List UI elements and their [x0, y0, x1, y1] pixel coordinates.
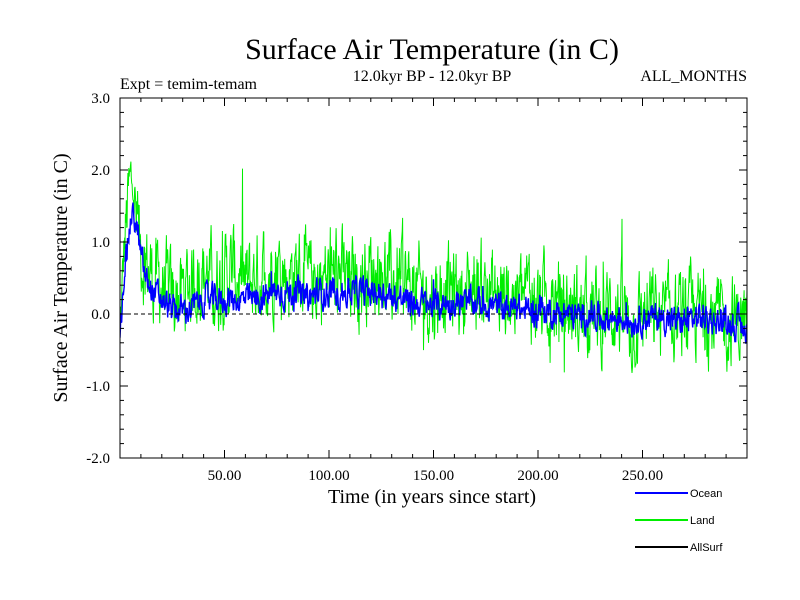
chart-subtitle-center: 12.0kyr BP - 12.0kyr BP	[353, 68, 512, 85]
x-tick-label: 250.00	[622, 468, 663, 484]
legend-item-allsurf: AllSurf	[635, 542, 723, 554]
chart-subtitle-right: ALL_MONTHS	[640, 68, 747, 85]
legend-label: Ocean	[690, 488, 722, 500]
y-axis-label: Surface Air Temperature (in C)	[50, 153, 72, 402]
series-line-ocean	[120, 202, 747, 344]
x-tick-label: 50.00	[208, 468, 242, 484]
chart-subtitle-left: Expt = temim-temam	[120, 76, 258, 93]
y-tick-label: 0.0	[91, 307, 110, 323]
x-axis-label: Time (in years since start)	[328, 486, 536, 508]
series-layer	[120, 161, 747, 373]
y-tick-label: -1.0	[86, 379, 110, 395]
y-tick-label: -2.0	[86, 451, 110, 467]
series-line-land	[120, 161, 747, 373]
legend: Ocean Land AllSurf	[635, 488, 723, 554]
chart-title: Surface Air Temperature (in C)	[245, 33, 619, 66]
legend-label: Land	[690, 515, 714, 527]
x-tick-label: 200.00	[517, 468, 558, 484]
legend-label: AllSurf	[690, 542, 723, 554]
x-tick-label: 100.00	[308, 468, 349, 484]
legend-item-land: Land	[635, 515, 714, 527]
x-tick-label: 150.00	[413, 468, 454, 484]
x-axis-ticks: 50.00 100.00 150.00 200.00 250.00	[140, 98, 727, 484]
legend-item-ocean: Ocean	[635, 488, 722, 500]
y-tick-label: 2.0	[91, 163, 110, 179]
y-axis-ticks: -2.0 -1.0 0.0 1.0 2.0 3.0	[86, 91, 747, 467]
y-tick-label: 1.0	[91, 235, 110, 251]
y-tick-label: 3.0	[91, 91, 110, 107]
